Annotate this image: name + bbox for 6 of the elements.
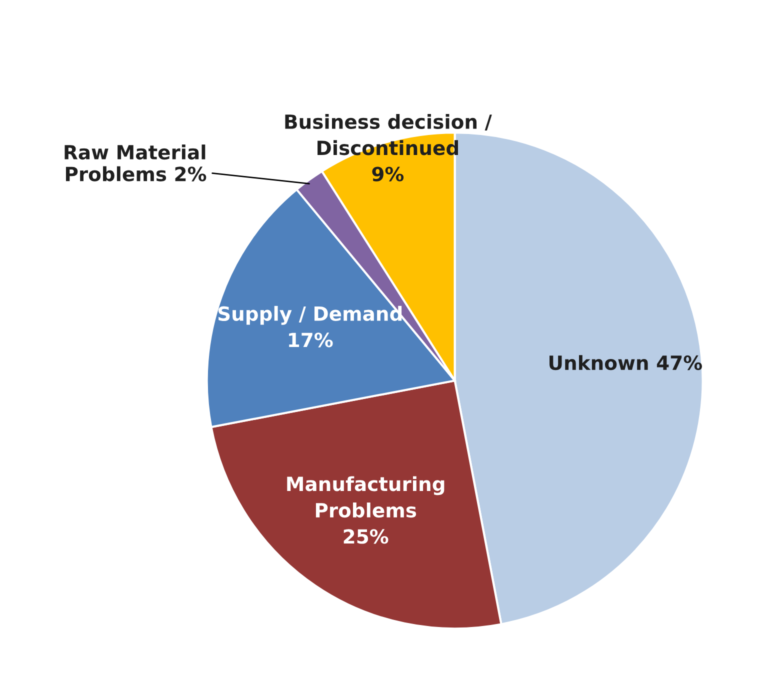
slice-label: Manufacturing Problems bbox=[287, 476, 444, 518]
slice-label: Raw Material Problems 2% bbox=[64, 144, 206, 182]
data-label: 17% bbox=[289, 332, 333, 348]
data-label: 9% bbox=[372, 166, 404, 182]
data-label: 25% bbox=[344, 529, 388, 544]
slice-label: Unknown 47% bbox=[550, 355, 702, 370]
